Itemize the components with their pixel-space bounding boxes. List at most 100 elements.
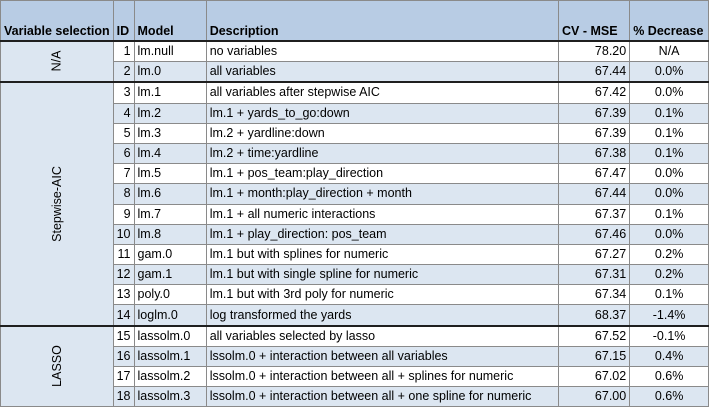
row-cv-mse: 67.47 <box>558 163 631 185</box>
row-id: 9 <box>112 203 135 225</box>
group-cell: N/A <box>0 39 114 83</box>
row-cv-mse: 67.27 <box>558 243 631 266</box>
row-cv-mse: 67.52 <box>558 324 631 347</box>
row-cv-mse: 68.37 <box>558 304 631 327</box>
row-cv-mse: 67.42 <box>558 81 631 104</box>
table-row: 14 loglm.0 log transformed the yards 68.37-… <box>1 304 709 327</box>
table-row: 18 lassolm.3 lssolm.0 + interaction betwee… <box>1 386 709 408</box>
row-id: 15 <box>112 324 135 347</box>
row-model: lm.1 <box>133 81 207 104</box>
row-percent-decrease: -1.4% <box>629 304 709 327</box>
header-model: Model <box>133 0 207 42</box>
row-cv-mse: 67.39 <box>558 122 631 144</box>
row-description: lm.1 but with single spline for numeric <box>205 264 560 286</box>
row-percent-decrease: 0.1% <box>629 203 709 225</box>
row-model: gam.1 <box>133 264 207 286</box>
row-cv-mse: 67.39 <box>558 102 631 124</box>
row-model: lm.8 <box>133 223 207 245</box>
row-model: lm.6 <box>133 183 207 205</box>
row-model: lm.4 <box>133 142 207 165</box>
table-row: 12 gam.1 lm.1 but with single spline for n… <box>1 264 709 286</box>
row-cv-mse: 67.00 <box>558 386 631 408</box>
row-model: lm.0 <box>133 61 207 83</box>
row-description: all variables selected by lasso <box>205 324 560 347</box>
header-cv-mse: CV - MSE <box>558 0 631 42</box>
row-percent-decrease: 0.1% <box>629 284 709 306</box>
row-description: lm.1 + yards_to_go:down <box>205 102 560 124</box>
header-percent-decrease: % Decrease <box>629 0 709 42</box>
row-id: 16 <box>112 345 135 368</box>
row-description: no variables <box>205 40 560 63</box>
row-id: 8 <box>112 183 135 205</box>
row-description: lm.2 + time:yardline <box>205 142 560 165</box>
row-model: lassolm.3 <box>133 386 207 408</box>
group-label: LASSO <box>49 345 64 387</box>
row-description: all variables <box>205 61 560 83</box>
table-row: 13 poly.0 lm.1 but with 3rd poly for numer… <box>1 284 709 306</box>
row-description: lssolm.0 + interaction between all varia… <box>205 345 560 368</box>
group-label: N/A <box>49 50 64 72</box>
row-description: lm.1 + play_direction: pos_team <box>205 223 560 245</box>
row-id: 17 <box>112 365 135 388</box>
row-percent-decrease: 0.0% <box>629 183 709 205</box>
table-row: 17 lassolm.2 lssolm.0 + interaction betwee… <box>1 365 709 388</box>
table-row: Stepwise-AIC 3 lm.1 all variables after ste… <box>0 81 709 327</box>
row-id: 13 <box>112 284 135 306</box>
header-variable-selection: Variable selection <box>0 0 114 42</box>
row-percent-decrease: 0.6% <box>629 365 709 388</box>
row-percent-decrease: 0.4% <box>629 345 709 368</box>
row-model: lassolm.2 <box>133 365 207 388</box>
row-id: 18 <box>112 386 135 408</box>
row-id: 7 <box>112 163 135 185</box>
row-percent-decrease: -0.1% <box>629 324 709 347</box>
header-id: ID <box>112 0 135 42</box>
row-percent-decrease: 0.2% <box>629 243 709 266</box>
row-cv-mse: 67.34 <box>558 284 631 306</box>
row-model: lm.2 <box>133 102 207 124</box>
row-percent-decrease: 0.1% <box>629 122 709 144</box>
row-description: lm.2 + yardline:down <box>205 122 560 144</box>
table-row: 11 gam.0 lm.1 but with splines for numeric… <box>1 243 709 266</box>
row-model: lassolm.1 <box>133 345 207 368</box>
row-id: 2 <box>112 61 135 83</box>
row-id: 10 <box>112 223 135 245</box>
row-percent-decrease: 0.0% <box>629 223 709 245</box>
table-row: 7 lm.5 lm.1 + pos_team:play_direction 67.47… <box>1 163 709 185</box>
row-description: lm.1 but with 3rd poly for numeric <box>205 284 560 306</box>
row-model: lm.5 <box>133 163 207 185</box>
table-body: N/A 1 lm.null no variables 78.20 N/A 2 lm.0 all … <box>0 39 709 408</box>
group-label: Stepwise-AIC <box>49 165 64 242</box>
table-row: 16 lassolm.1 lssolm.0 + interaction betwee… <box>1 345 709 368</box>
row-cv-mse: 67.44 <box>558 61 631 83</box>
row-model: lm.3 <box>133 122 207 144</box>
row-description: lm.1 + pos_team:play_direction <box>205 163 560 185</box>
row-model: poly.0 <box>133 284 207 306</box>
table-row: 10 lm.8 lm.1 + play_direction: pos_team 67.… <box>1 223 709 245</box>
header-row: Variable selection ID Model Description … <box>0 0 709 42</box>
row-description: lssolm.0 + interaction between all + one… <box>205 386 560 408</box>
row-percent-decrease: 0.0% <box>629 81 709 104</box>
row-percent-decrease: N/A <box>629 40 709 63</box>
row-description: lm.1 + all numeric interactions <box>205 203 560 225</box>
row-id: 6 <box>112 142 135 165</box>
row-model: lm.null <box>133 40 207 63</box>
row-id: 3 <box>112 81 135 104</box>
row-cv-mse: 67.02 <box>558 365 631 388</box>
row-id: 12 <box>112 264 135 286</box>
row-percent-decrease: 0.6% <box>629 386 709 408</box>
row-percent-decrease: 0.0% <box>629 163 709 185</box>
table-row: LASSO 15 lassolm.0 all variables selected b… <box>0 324 709 408</box>
row-cv-mse: 67.31 <box>558 264 631 286</box>
row-cv-mse: 67.37 <box>558 203 631 225</box>
header-description: Description <box>205 0 560 42</box>
row-cv-mse: 67.46 <box>558 223 631 245</box>
row-cv-mse: 67.15 <box>558 345 631 368</box>
row-percent-decrease: 0.1% <box>629 142 709 165</box>
row-percent-decrease: 0.1% <box>629 102 709 124</box>
row-model: lassolm.0 <box>133 324 207 347</box>
row-id: 4 <box>112 102 135 124</box>
row-id: 11 <box>112 243 135 266</box>
row-description: log transformed the yards <box>205 304 560 327</box>
table-row: N/A 1 lm.null no variables 78.20 N/A <box>0 39 709 83</box>
row-cv-mse: 67.38 <box>558 142 631 165</box>
